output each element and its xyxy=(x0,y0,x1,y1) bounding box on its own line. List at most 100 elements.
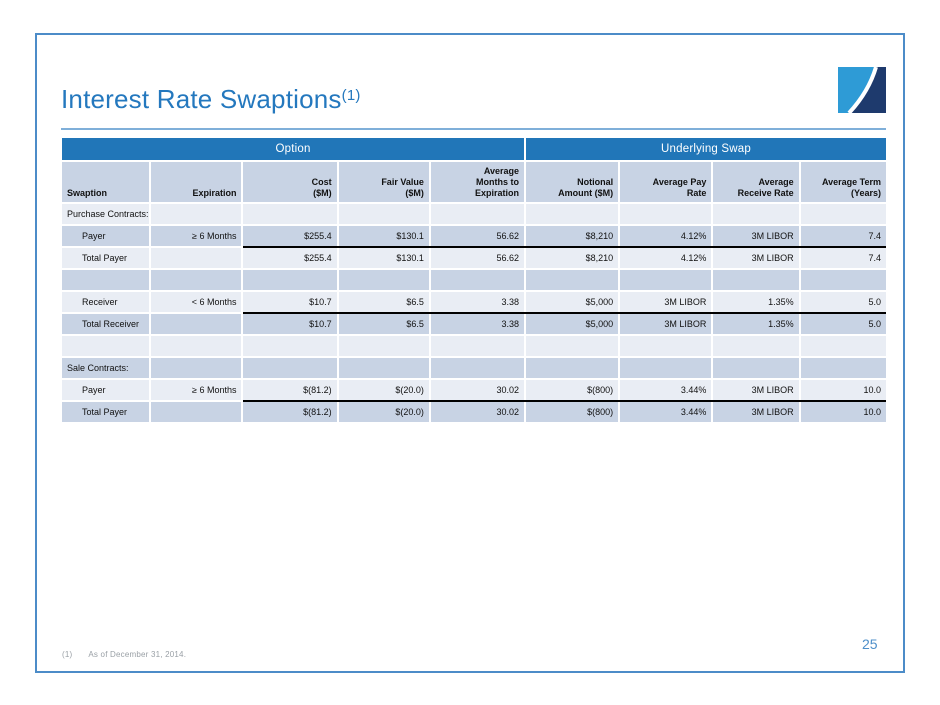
table-cell: 3M LIBOR xyxy=(713,248,799,268)
table-cell: 3M LIBOR xyxy=(713,402,799,422)
table-cell xyxy=(338,358,429,378)
table-cell xyxy=(430,270,524,290)
table-cell: $(20.0) xyxy=(338,402,429,422)
slide-border-frame xyxy=(35,33,905,673)
table-cell xyxy=(713,204,799,224)
page-title-text: Interest Rate Swaptions xyxy=(61,84,342,114)
table-cell: 56.62 xyxy=(430,248,524,268)
column-header-avg-term: Average Term (Years) xyxy=(800,162,886,202)
table-cell: 1.35% xyxy=(713,314,799,334)
table-cell xyxy=(243,270,337,290)
table-cell: 3.44% xyxy=(620,380,712,400)
table-cell: $6.5 xyxy=(338,292,429,312)
column-header-swaption: Swaption xyxy=(62,162,150,202)
table-cell: $10.7 xyxy=(243,314,337,334)
table-cell: Purchase Contracts: xyxy=(62,204,150,224)
table-cell xyxy=(151,358,242,378)
table-cell xyxy=(338,270,429,290)
column-header-avg-months: Average Months to Expiration xyxy=(430,162,524,202)
table-cell: 10.0 xyxy=(800,380,886,400)
table-row-sale-total-payer: Total Payer $(81.2) $(20.0) 30.02 $(800)… xyxy=(62,402,886,422)
swaptions-table: Option Underlying Swap Swaption Expirati… xyxy=(62,138,886,424)
table-cell: 5.0 xyxy=(800,292,886,312)
column-header-fair-value: Fair Value ($M) xyxy=(338,162,429,202)
table-cell: $(800) xyxy=(526,380,619,400)
table-cell: Payer xyxy=(62,380,150,400)
table-cell: $8,210 xyxy=(526,226,619,246)
table-cell xyxy=(526,204,619,224)
table-cell xyxy=(151,270,242,290)
table-cell: Total Payer xyxy=(62,402,150,422)
table-cell: 3.44% xyxy=(620,402,712,422)
table-cell: $5,000 xyxy=(526,314,619,334)
table-cell: Sale Contracts: xyxy=(62,358,150,378)
table-cell: $(20.0) xyxy=(338,380,429,400)
table-cell: 30.02 xyxy=(430,380,524,400)
table-cell xyxy=(243,336,337,356)
table-cell xyxy=(151,336,242,356)
table-cell xyxy=(151,314,242,334)
table-cell: $130.1 xyxy=(338,248,429,268)
table-cell: 7.4 xyxy=(800,248,886,268)
company-logo-icon xyxy=(838,67,886,113)
table-cell xyxy=(800,358,886,378)
table-cell: $5,000 xyxy=(526,292,619,312)
table-cell: 10.0 xyxy=(800,402,886,422)
table-cell: $10.7 xyxy=(243,292,337,312)
table-cell xyxy=(713,336,799,356)
table-cell: ≥ 6 Months xyxy=(151,226,242,246)
page-title-footnote-ref: (1) xyxy=(341,87,361,104)
table-row-sale-payer: Payer ≥ 6 Months $(81.2) $(20.0) 30.02 $… xyxy=(62,380,886,402)
table-cell xyxy=(800,270,886,290)
table-cell: 3.38 xyxy=(430,292,524,312)
column-header-expiration: Expiration xyxy=(151,162,242,202)
table-cell xyxy=(151,204,242,224)
table-cell: < 6 Months xyxy=(151,292,242,312)
table-cell: 5.0 xyxy=(800,314,886,334)
column-header-notional: Notional Amount ($M) xyxy=(526,162,619,202)
table-cell xyxy=(430,336,524,356)
table-cell: Receiver xyxy=(62,292,150,312)
table-cell xyxy=(713,358,799,378)
table-cell xyxy=(526,270,619,290)
table-row-purchase-payer: Payer ≥ 6 Months $255.4 $130.1 56.62 $8,… xyxy=(62,226,886,248)
table-cell: 1.35% xyxy=(713,292,799,312)
table-cell xyxy=(62,336,150,356)
table-cell: 3M LIBOR xyxy=(620,314,712,334)
table-cell: $6.5 xyxy=(338,314,429,334)
table-cell: $255.4 xyxy=(243,248,337,268)
column-header-avg-receive-rate: Average Receive Rate xyxy=(713,162,799,202)
table-cell xyxy=(62,270,150,290)
table-cell: $8,210 xyxy=(526,248,619,268)
table-cell: $(800) xyxy=(526,402,619,422)
table-cell xyxy=(526,358,619,378)
table-cell: $(81.2) xyxy=(243,380,337,400)
table-cell: 3M LIBOR xyxy=(620,292,712,312)
table-cell xyxy=(800,336,886,356)
table-cell xyxy=(620,336,712,356)
title-divider xyxy=(61,128,886,130)
table-cell xyxy=(620,204,712,224)
table-cell: 4.12% xyxy=(620,248,712,268)
table-cell xyxy=(151,402,242,422)
table-cell: Payer xyxy=(62,226,150,246)
column-header-cost: Cost ($M) xyxy=(243,162,337,202)
footnote-text: As of December 31, 2014. xyxy=(88,650,187,659)
table-cell: $130.1 xyxy=(338,226,429,246)
table-cell: 3.38 xyxy=(430,314,524,334)
group-header-underlying-swap: Underlying Swap xyxy=(526,138,886,160)
table-cell xyxy=(243,204,337,224)
table-cell xyxy=(526,336,619,356)
table-cell: 30.02 xyxy=(430,402,524,422)
table-cell xyxy=(620,270,712,290)
table-cell xyxy=(338,204,429,224)
table-row-purchase-total-payer: Total Payer $255.4 $130.1 56.62 $8,210 4… xyxy=(62,248,886,268)
table-cell: ≥ 6 Months xyxy=(151,380,242,400)
table-cell xyxy=(243,358,337,378)
footnote-marker: (1) xyxy=(62,650,73,659)
table-row-sale-contracts: Sale Contracts: xyxy=(62,358,886,378)
table-row-receiver: Receiver < 6 Months $10.7 $6.5 3.38 $5,0… xyxy=(62,292,886,314)
group-header-option: Option xyxy=(62,138,524,160)
table-row-purchase-contracts: Purchase Contracts: xyxy=(62,204,886,224)
